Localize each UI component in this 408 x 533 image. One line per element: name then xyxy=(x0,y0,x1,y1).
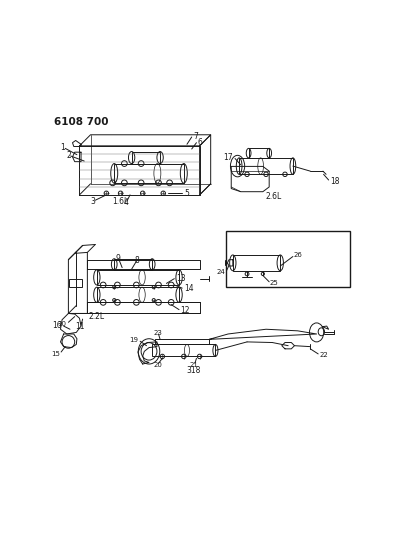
Text: 7: 7 xyxy=(193,132,198,141)
Text: 6108 700: 6108 700 xyxy=(54,117,109,127)
Text: 18: 18 xyxy=(330,177,339,186)
Text: 10: 10 xyxy=(57,320,66,327)
Bar xyxy=(132,151,160,164)
Text: 2.2L: 2.2L xyxy=(89,312,105,321)
Text: 21: 21 xyxy=(189,362,198,368)
Bar xyxy=(152,344,215,357)
Bar xyxy=(97,287,179,302)
Text: 20: 20 xyxy=(153,362,162,368)
Text: 1.6L: 1.6L xyxy=(113,197,129,206)
Text: 12: 12 xyxy=(181,306,190,315)
Text: 5: 5 xyxy=(184,189,189,198)
Text: 19: 19 xyxy=(129,337,138,343)
Text: 23: 23 xyxy=(153,330,162,336)
Text: 25: 25 xyxy=(270,280,278,286)
Text: 26: 26 xyxy=(293,252,302,258)
Text: 16: 16 xyxy=(52,321,62,330)
Bar xyxy=(248,148,269,158)
Text: 3: 3 xyxy=(91,197,95,206)
Text: 24: 24 xyxy=(216,269,225,276)
Text: 15: 15 xyxy=(51,351,60,357)
Text: 14: 14 xyxy=(184,284,193,293)
Text: 6: 6 xyxy=(198,138,203,147)
Bar xyxy=(97,270,179,285)
Text: 8: 8 xyxy=(135,256,140,265)
Bar xyxy=(114,164,184,183)
Text: 1: 1 xyxy=(61,143,65,152)
Bar xyxy=(114,259,152,270)
Text: 318: 318 xyxy=(186,366,200,375)
Text: 17: 17 xyxy=(223,153,233,162)
Text: 13: 13 xyxy=(176,273,186,282)
Text: 11: 11 xyxy=(75,322,85,331)
Text: 2: 2 xyxy=(66,151,71,160)
Text: 9: 9 xyxy=(116,254,121,263)
Bar xyxy=(69,279,82,287)
Text: 2.6L: 2.6L xyxy=(266,192,282,201)
Text: 22: 22 xyxy=(320,352,328,358)
Bar xyxy=(233,255,280,271)
Text: 4: 4 xyxy=(124,198,129,207)
Bar xyxy=(239,158,293,174)
Bar xyxy=(226,231,350,287)
